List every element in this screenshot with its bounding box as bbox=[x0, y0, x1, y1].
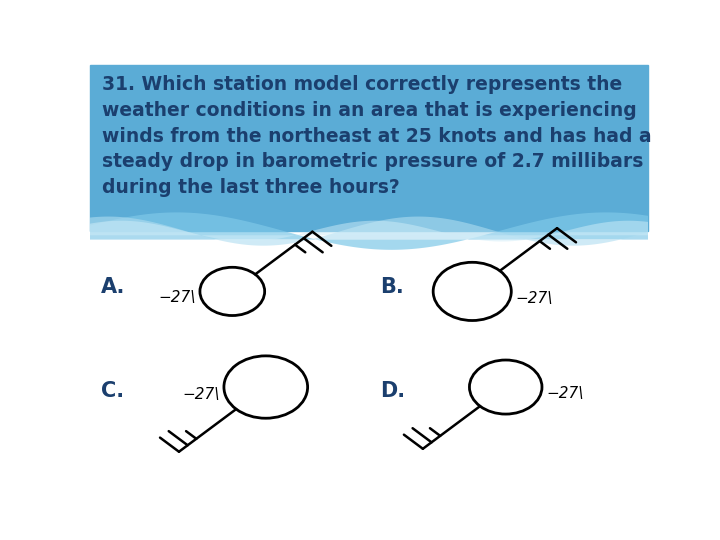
Text: C.: C. bbox=[101, 381, 125, 401]
Text: −27\: −27\ bbox=[546, 386, 584, 401]
Text: 31. Which station model correctly represents the
weather conditions in an area t: 31. Which station model correctly repres… bbox=[102, 75, 652, 197]
Text: −27\: −27\ bbox=[158, 290, 195, 305]
Polygon shape bbox=[90, 217, 648, 246]
Text: B.: B. bbox=[380, 277, 404, 297]
Polygon shape bbox=[90, 221, 648, 241]
Text: A.: A. bbox=[101, 277, 125, 297]
Text: −27\: −27\ bbox=[516, 291, 553, 306]
Polygon shape bbox=[90, 212, 648, 250]
Text: D.: D. bbox=[380, 381, 405, 401]
Text: −27\: −27\ bbox=[182, 387, 220, 402]
Bar bbox=[90, 65, 648, 231]
